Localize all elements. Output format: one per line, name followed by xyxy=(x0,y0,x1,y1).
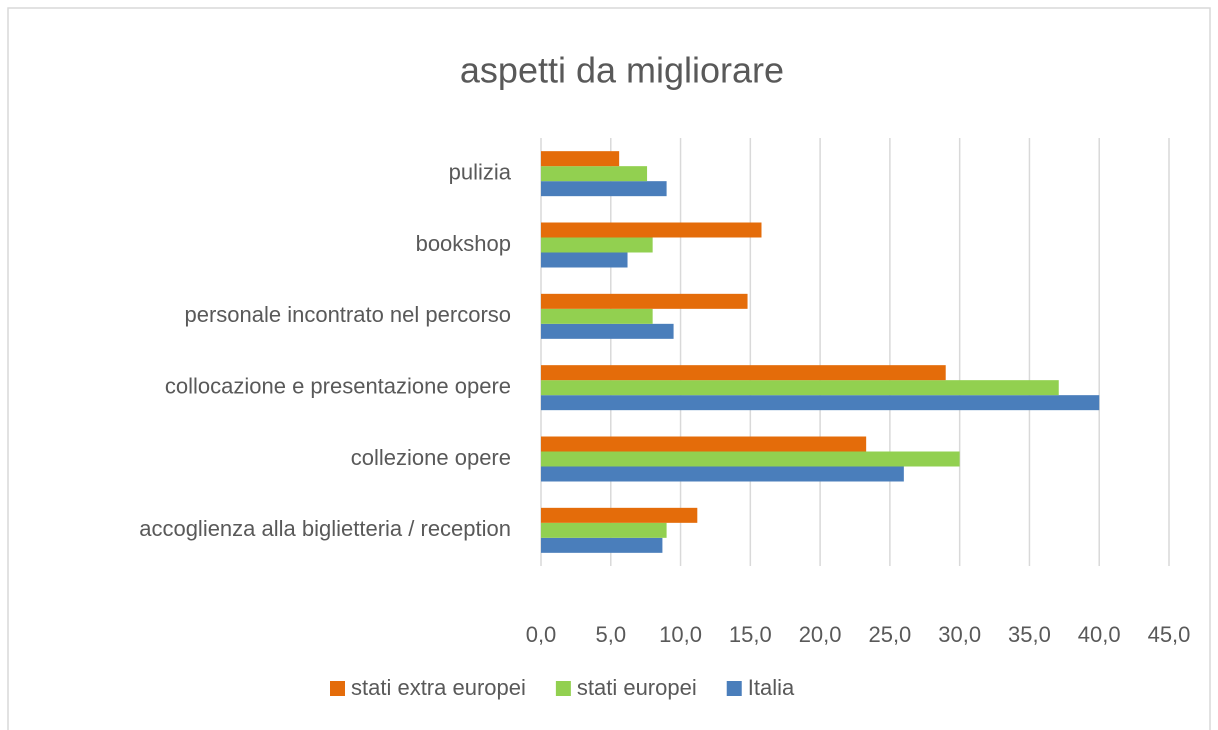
x-tick-label: 40,0 xyxy=(1078,622,1121,647)
x-tick-label: 20,0 xyxy=(799,622,842,647)
bar xyxy=(541,293,748,309)
y-tick-label: pulizia xyxy=(449,159,512,184)
bar xyxy=(541,323,674,339)
legend-swatch xyxy=(726,681,742,696)
bar xyxy=(541,252,628,268)
bar xyxy=(541,522,667,538)
bar xyxy=(541,507,698,523)
legend-swatch xyxy=(555,681,571,696)
bar xyxy=(541,436,867,452)
bar xyxy=(541,166,648,182)
y-tick-label: accoglienza alla biglietteria / receptio… xyxy=(139,516,511,541)
x-tick-label: 0,0 xyxy=(526,622,557,647)
bar xyxy=(541,365,946,381)
y-tick-label: collocazione e presentazione opere xyxy=(165,373,511,398)
x-tick-label: 10,0 xyxy=(659,622,702,647)
bar xyxy=(541,222,762,238)
bar xyxy=(541,395,1100,411)
x-tick-label: 45,0 xyxy=(1148,622,1191,647)
x-tick-label: 25,0 xyxy=(868,622,911,647)
chart-title: aspetti da migliorare xyxy=(460,50,784,91)
bar xyxy=(541,237,653,253)
legend-label: stati extra europei xyxy=(351,675,526,700)
y-tick-label: collezione opere xyxy=(351,445,511,470)
y-tick-label: bookshop xyxy=(416,231,511,256)
x-tick-label: 30,0 xyxy=(938,622,981,647)
x-tick-label: 5,0 xyxy=(595,622,626,647)
bar xyxy=(541,151,620,167)
y-tick-label: personale incontrato nel percorso xyxy=(184,302,511,327)
legend-label: Italia xyxy=(748,675,795,700)
x-tick-label: 15,0 xyxy=(729,622,772,647)
legend-swatch xyxy=(330,681,345,696)
bar xyxy=(541,380,1059,396)
x-tick-label: 35,0 xyxy=(1008,622,1051,647)
bar xyxy=(541,308,653,324)
bar xyxy=(541,537,663,553)
bar xyxy=(541,466,904,482)
bar xyxy=(541,181,667,197)
bar xyxy=(541,451,960,467)
legend-label: stati europei xyxy=(577,675,697,700)
